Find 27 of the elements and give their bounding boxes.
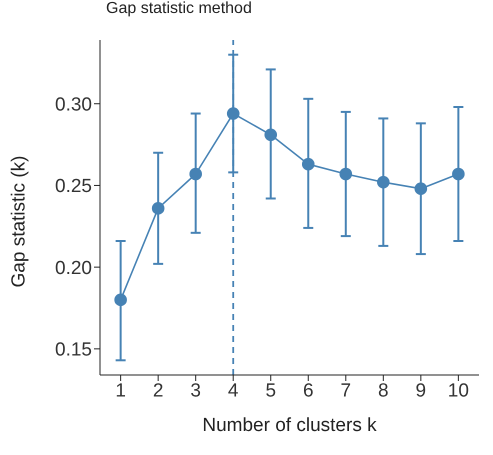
point	[114, 294, 127, 306]
x-tick-label: 6	[302, 380, 314, 402]
chart-title: Gap statistic method	[106, 0, 252, 18]
x-tick-label: 10	[448, 380, 469, 402]
point	[452, 168, 465, 180]
x-tick-label: 9	[416, 380, 426, 402]
point	[302, 158, 315, 170]
point	[377, 176, 390, 188]
point	[339, 168, 352, 180]
x-tick-label: 7	[340, 380, 352, 402]
point	[189, 168, 202, 180]
x-tick-label: 4	[228, 380, 239, 402]
point	[226, 107, 240, 120]
y-axis-title: Gap statistic (k)	[8, 156, 30, 288]
x-tick-label: 1	[115, 380, 126, 402]
y-tick-label: 0.25	[55, 176, 92, 198]
x-tick-label: 3	[190, 380, 201, 402]
y-tick-label: 0.30	[55, 94, 92, 116]
y-tick-label: 0.15	[55, 340, 92, 361]
point	[152, 202, 164, 215]
x-axis-title: Number of clusters k	[202, 415, 378, 436]
x-tick-label: 5	[265, 380, 276, 402]
point	[414, 182, 428, 196]
x-tick-label: 2	[152, 380, 164, 402]
y-tick-label: 0.20	[55, 258, 92, 279]
x-tick-label: 8	[378, 380, 389, 402]
point	[264, 128, 278, 142]
